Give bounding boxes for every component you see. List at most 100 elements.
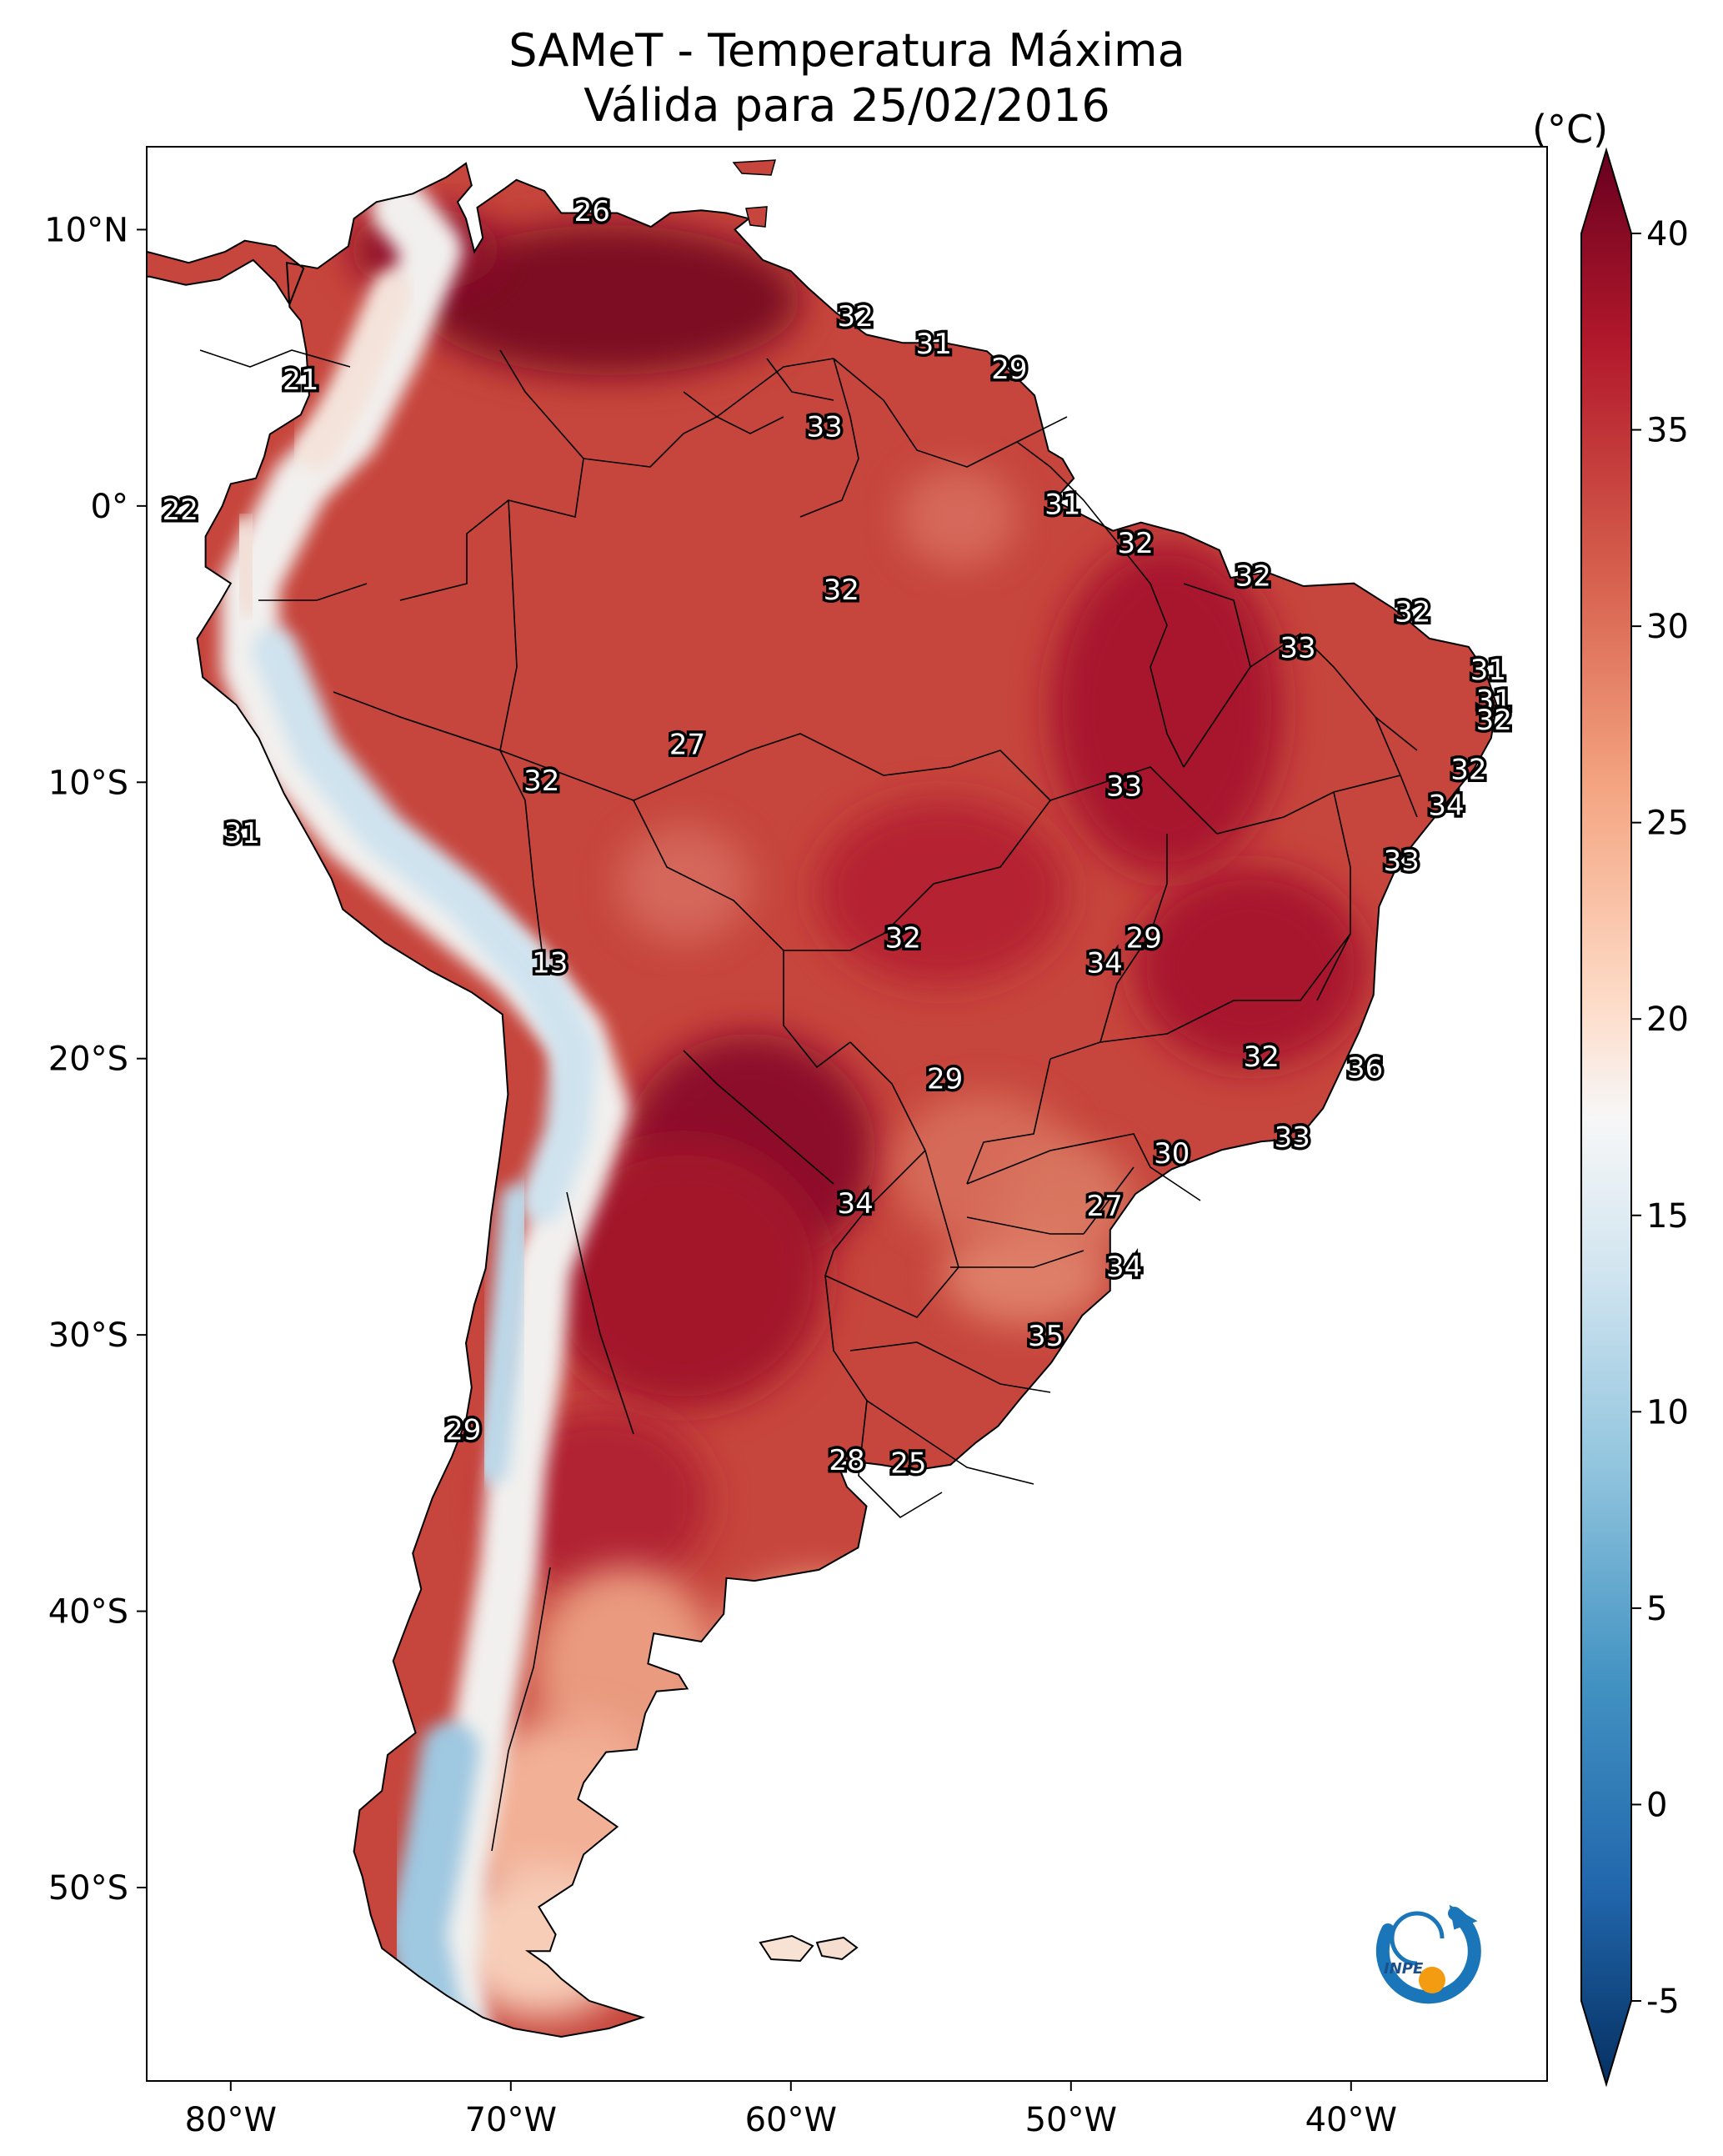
colorbar-tick-label: 20 <box>1646 1000 1689 1039</box>
temp-label: 32 <box>824 574 859 607</box>
temp-label: 25 <box>890 1447 926 1480</box>
temp-label-halo: 33 <box>1384 845 1420 878</box>
colorbar-tick-label: 30 <box>1646 608 1689 646</box>
temp-label: 31 <box>224 817 260 850</box>
temp-label: 26 <box>574 195 610 228</box>
colorbar-tick-label: 40 <box>1646 215 1689 253</box>
temp-label: 34 <box>1086 947 1122 980</box>
temp-label-halo: 27 <box>1086 1190 1122 1223</box>
x-tick-label: 40°W <box>1305 2101 1397 2139</box>
temp-label-halo: 26 <box>574 195 610 228</box>
temp-label: 28 <box>829 1444 864 1477</box>
temp-label-halo: 31 <box>1044 488 1080 521</box>
temp-label: 34 <box>837 1187 873 1221</box>
caribbean-islands <box>732 159 777 176</box>
inpe-logo: INPE <box>1375 1904 1481 2004</box>
colorbar-tick-label: -5 <box>1646 1983 1680 2021</box>
temp-label: 27 <box>1086 1190 1122 1223</box>
temp-label-halo: 32 <box>1450 754 1486 787</box>
colorbar-unit: (°C) <box>1532 107 1609 152</box>
temp-label-halo: 27 <box>669 729 705 762</box>
temp-label: 32 <box>1117 527 1153 560</box>
x-tick-label: 70°W <box>465 2101 557 2139</box>
x-tick-label: 80°W <box>185 2101 277 2139</box>
temp-label: 29 <box>991 353 1027 386</box>
temp-label-halo: 25 <box>890 1447 926 1480</box>
temp-label: 35 <box>1028 1320 1064 1353</box>
logo-sun-icon <box>1419 1967 1445 1993</box>
temp-label: 32 <box>1476 704 1512 737</box>
y-tick-label: 30°S <box>48 1316 128 1355</box>
y-tick-label: 20°S <box>48 1040 128 1079</box>
colorbar-tick-label: 5 <box>1646 1590 1667 1628</box>
coastline <box>147 162 1498 2038</box>
axis-labels: 80°W 70°W 60°W 50°W 40°W 10°N 0° 10°S 20°S 30°S 40… <box>44 211 1397 2139</box>
temp-label: 33 <box>1384 845 1420 878</box>
temp-label: 33 <box>1275 1121 1310 1154</box>
logo-arc-icon <box>1375 1907 1481 2004</box>
temp-label-halo: 29 <box>991 353 1027 386</box>
temp-label-halo: 33 <box>1275 1121 1310 1154</box>
temp-label: 32 <box>1450 754 1486 787</box>
y-tick-label: 10°N <box>44 211 128 249</box>
map-frame <box>146 146 1548 2082</box>
temp-label: 32 <box>523 765 559 798</box>
temp-label: 29 <box>927 1063 963 1096</box>
temperature-field <box>147 163 1497 2038</box>
temp-label-halo: 31 <box>916 328 952 361</box>
temp-label: 32 <box>837 300 873 333</box>
x-tick-label: 50°W <box>1025 2101 1117 2139</box>
temp-label-halo: 33 <box>1106 770 1142 803</box>
temp-label: 27 <box>669 729 705 762</box>
temp-label: 21 <box>283 364 318 397</box>
colorbar-tick-label: 25 <box>1646 805 1689 843</box>
temp-label: 32 <box>1235 560 1271 594</box>
temp-label-halo: 29 <box>445 1414 481 1447</box>
temp-label: 29 <box>1126 922 1162 955</box>
temp-label: 22 <box>163 494 198 527</box>
y-tick-label: 10°S <box>48 764 128 802</box>
colorbar-tick-label: 0 <box>1646 1786 1667 1824</box>
temp-label-halo: 35 <box>1028 1320 1064 1353</box>
temp-label: 33 <box>1106 770 1142 803</box>
temp-label: 33 <box>806 411 842 444</box>
temp-label: 32 <box>1395 596 1430 629</box>
colorbar-tick-label: 15 <box>1646 1197 1689 1236</box>
temp-label-halo: 28 <box>829 1444 864 1477</box>
temp-label: 29 <box>445 1414 481 1447</box>
y-tick-label: 0° <box>91 488 128 526</box>
colorbar-body <box>1580 147 1632 2088</box>
temp-label: 36 <box>1347 1052 1383 1086</box>
temp-label: 32 <box>885 922 921 955</box>
map-title-line2: Válida para 25/02/2016 <box>584 79 1110 132</box>
temp-label: 30 <box>1154 1137 1190 1171</box>
y-tick-label: 40°S <box>48 1593 128 1632</box>
temp-label: 31 <box>1470 654 1506 687</box>
temp-label: 33 <box>1280 632 1315 665</box>
logo-text: INPE <box>1384 1960 1424 1978</box>
temp-label-halo: 32 <box>837 300 873 333</box>
temp-label-halo: 34 <box>1106 1251 1142 1284</box>
colorbar-tick-label: 10 <box>1646 1393 1689 1431</box>
temp-label-halo: 31 <box>1476 684 1512 718</box>
country-borders <box>199 349 1418 1852</box>
temp-label-halo: 29 <box>927 1063 963 1096</box>
temp-label-halo: 32 <box>1117 527 1153 560</box>
temp-label-halo: 33 <box>806 411 842 444</box>
colorbar: 40 35 30 25 20 15 10 5 0 -5 <box>1580 147 1689 2088</box>
temp-label: 13 <box>532 947 568 980</box>
map-title-line1: SAMeT - Temperatura Máxima <box>508 24 1185 77</box>
temp-label-halo: 32 <box>1476 704 1512 737</box>
temp-label-halo: 34 <box>837 1187 873 1221</box>
temp-label-halo: 31 <box>1470 654 1506 687</box>
temp-label-halo: 34 <box>1086 947 1122 980</box>
temp-label: 34 <box>1106 1251 1142 1284</box>
temp-label-halo: 22 <box>163 494 198 527</box>
y-tick-label: 50°S <box>48 1869 128 1908</box>
temp-label-halo: 32 <box>885 922 921 955</box>
temp-label: 31 <box>916 328 952 361</box>
temp-label-halo: 32 <box>1244 1040 1280 1074</box>
